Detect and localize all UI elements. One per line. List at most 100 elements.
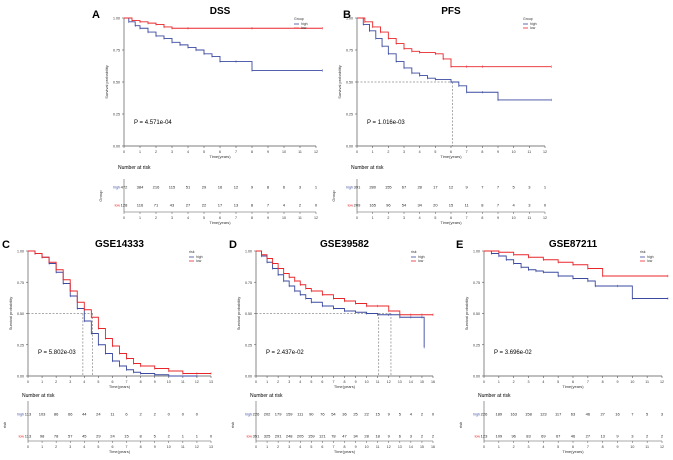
risk-table-title: Number at risk: [118, 165, 151, 171]
risk-count: 115: [169, 185, 176, 190]
risk-count: 8: [251, 203, 254, 208]
risk-x-tick-label: 3: [171, 216, 173, 220]
x-axis-label: Time(years): [109, 384, 131, 389]
x-axis-label: Time(years): [562, 384, 584, 389]
risk-row-label-high: high: [346, 186, 353, 190]
x-tick-label: 5: [310, 380, 312, 384]
risk-x-tick-label: 12: [387, 445, 391, 449]
legend-label-low: low: [196, 259, 202, 263]
risk-row-label-high: high: [113, 186, 120, 190]
risk-count: 165: [369, 203, 376, 208]
risk-x-tick-label: 8: [602, 445, 604, 449]
panel-title: GSE87211: [549, 239, 598, 250]
risk-count: 8: [139, 434, 142, 439]
x-tick-label: 1: [266, 380, 268, 384]
x-tick-label: 8: [140, 380, 142, 384]
risk-count: 43: [170, 203, 175, 208]
risk-count: 2: [432, 434, 435, 439]
risk-x-tick-label: 7: [332, 445, 334, 449]
risk-count: 384: [137, 185, 144, 190]
risk-count: 2: [299, 203, 302, 208]
x-tick-label: 4: [419, 150, 421, 154]
risk-count: 15: [375, 412, 380, 417]
risk-x-tick-label: 0: [356, 216, 358, 220]
risk-x-tick-label: 4: [419, 216, 421, 220]
x-tick-label: 0: [27, 380, 29, 384]
risk-count: 15: [124, 434, 129, 439]
risk-count: 0: [432, 412, 435, 417]
x-tick-label: 9: [617, 380, 619, 384]
legend-label-low: low: [418, 259, 424, 263]
x-tick-label: 10: [630, 380, 634, 384]
risk-row-label-low: low: [247, 435, 253, 439]
risk-count: 5: [154, 434, 157, 439]
x-axis-label: Time(years): [334, 384, 356, 389]
risk-count: 0: [168, 412, 171, 417]
legend-title: risk: [640, 250, 646, 254]
risk-x-tick-label: 5: [310, 445, 312, 449]
risk-count: 159: [286, 412, 293, 417]
y-axis-label: Survival probability: [464, 297, 469, 331]
legend-label-high: high: [196, 255, 203, 259]
risk-count: 2: [661, 434, 664, 439]
risk-count: 155: [385, 185, 392, 190]
risk-count: 90: [309, 412, 314, 417]
x-tick-label: 9: [267, 150, 269, 154]
risk-table-title: Number at risk: [478, 393, 511, 399]
risk-x-tick-label: 3: [403, 216, 405, 220]
y-tick-label: 0.50: [17, 312, 24, 316]
x-tick-label: 16: [431, 380, 435, 384]
risk-count: 15: [449, 203, 454, 208]
risk-count: 8: [481, 203, 484, 208]
risk-count: 2: [168, 434, 171, 439]
x-tick-label: 1: [139, 150, 141, 154]
risk-count: 9: [466, 185, 469, 190]
risk-x-tick-label: 9: [497, 216, 499, 220]
risk-x-tick-label: 6: [219, 216, 221, 220]
legend-title: risk: [411, 250, 417, 254]
risk-x-tick-label: 3: [528, 445, 530, 449]
risk-x-tick-label: 3: [69, 445, 71, 449]
risk-x-tick-label: 5: [434, 216, 436, 220]
risk-x-tick-label: 10: [282, 216, 286, 220]
x-tick-label: 11: [376, 380, 380, 384]
survival-curve-high: [256, 250, 425, 348]
risk-row-label-low: low: [475, 435, 481, 439]
risk-count: 6: [399, 434, 402, 439]
legend-label-low: low: [647, 259, 653, 263]
risk-count: 9: [388, 412, 391, 417]
x-tick-label: 3: [403, 150, 405, 154]
x-tick-label: 7: [332, 380, 334, 384]
risk-count: 13: [600, 434, 605, 439]
risk-count: 280: [369, 185, 376, 190]
risk-x-tick-label: 5: [97, 445, 99, 449]
x-tick-label: 11: [645, 380, 649, 384]
legend-label-high: high: [647, 255, 654, 259]
risk-count: 78: [331, 434, 336, 439]
risk-count: 36: [342, 412, 347, 417]
risk-x-axis-label: Time(years): [209, 220, 231, 225]
risk-x-tick-label: 2: [55, 445, 57, 449]
y-tick-label: 0.25: [113, 113, 120, 117]
risk-count: 54: [402, 203, 407, 208]
risk-x-tick-label: 6: [572, 445, 574, 449]
p-value: P = 4.571e-04: [134, 120, 172, 126]
legend-label-high: high: [530, 22, 537, 26]
risk-x-tick-label: 0: [123, 216, 125, 220]
y-tick-label: 1.00: [17, 250, 24, 254]
risk-x-tick-label: 8: [481, 216, 483, 220]
panel-letter: E: [456, 239, 463, 251]
x-tick-label: 8: [602, 380, 604, 384]
risk-x-tick-label: 8: [140, 445, 142, 449]
panel-letter: A: [92, 9, 100, 21]
y-tick-label: 0.75: [17, 281, 24, 285]
risk-count: 5: [399, 412, 402, 417]
risk-row-label-low: low: [115, 204, 121, 208]
risk-count: 7: [497, 185, 500, 190]
risk-x-tick-label: 15: [420, 445, 424, 449]
y-tick-label: 0.25: [245, 343, 252, 347]
y-tick-label: 1.00: [113, 17, 120, 21]
risk-x-tick-label: 9: [154, 445, 156, 449]
risk-count: 0: [315, 203, 318, 208]
